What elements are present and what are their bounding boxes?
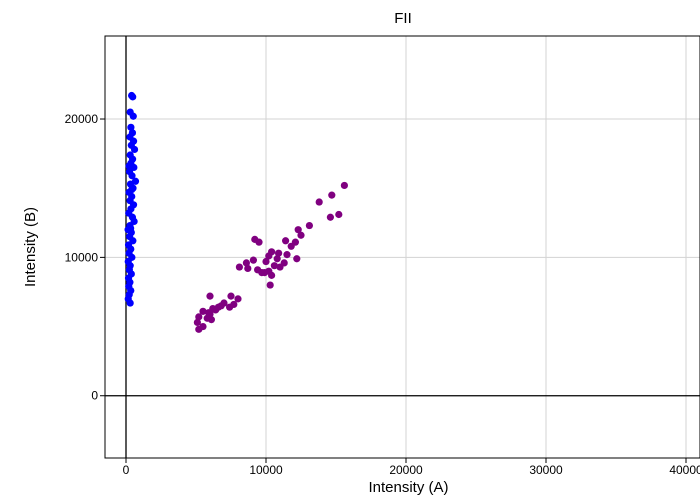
data-point [227, 292, 235, 300]
data-point [305, 221, 313, 230]
data-point [125, 162, 133, 170]
data-point [262, 257, 270, 266]
data-point [235, 263, 243, 271]
x-tick-label: 20000 [389, 463, 423, 477]
data-point [266, 281, 274, 289]
data-point [206, 292, 214, 300]
data-point [294, 226, 302, 234]
data-point [276, 263, 284, 271]
data-point [255, 238, 263, 246]
y-tick-label: 10000 [65, 250, 99, 264]
data-point [130, 145, 139, 154]
x-axis-ticks: 0 10000 20000 30000 40000 [123, 458, 700, 477]
data-point [261, 268, 269, 277]
data-point [242, 259, 250, 267]
data-point [207, 316, 215, 324]
data-point [283, 251, 291, 259]
x-tick-label: 0 [123, 463, 130, 477]
data-point [315, 198, 323, 206]
data-point [129, 112, 137, 120]
data-point [244, 264, 252, 273]
data-point [275, 249, 283, 257]
y-tick-label: 0 [91, 389, 98, 403]
data-point [193, 318, 201, 327]
data-point [128, 185, 136, 194]
data-point [127, 224, 135, 232]
data-points [124, 91, 348, 333]
data-point [287, 242, 295, 250]
data-point [126, 299, 134, 307]
data-point [195, 325, 203, 333]
reference-lines [105, 36, 700, 458]
data-point [226, 303, 234, 311]
data-point [199, 307, 207, 315]
data-point [293, 255, 301, 263]
data-point [282, 237, 290, 245]
data-point [234, 295, 242, 303]
data-point [273, 255, 281, 263]
x-axis-title: Intensity (A) [368, 479, 448, 496]
data-point [335, 210, 343, 219]
data-point [297, 231, 305, 239]
chart-title: FII [394, 10, 412, 27]
data-point [328, 191, 336, 199]
y-axis-ticks: 0 10000 20000 [65, 112, 105, 403]
data-point [326, 213, 334, 221]
data-point [268, 271, 276, 279]
data-point [270, 262, 278, 270]
plot-area-frame [104, 35, 700, 459]
x-tick-label: 40000 [669, 463, 700, 477]
data-point [217, 302, 225, 310]
x-tick-label: 10000 [249, 463, 283, 477]
y-tick-label: 20000 [65, 112, 99, 126]
data-point [127, 123, 135, 131]
data-point [265, 252, 273, 260]
grid-lines [105, 36, 700, 458]
data-point [195, 313, 203, 321]
data-point [340, 181, 348, 190]
data-point [254, 266, 262, 274]
data-point [129, 93, 137, 101]
data-point [249, 256, 257, 264]
data-point [205, 309, 213, 317]
x-tick-label: 30000 [529, 463, 563, 477]
data-point [128, 172, 136, 180]
data-point [212, 306, 220, 314]
y-axis-title: Intensity (B) [22, 207, 39, 287]
